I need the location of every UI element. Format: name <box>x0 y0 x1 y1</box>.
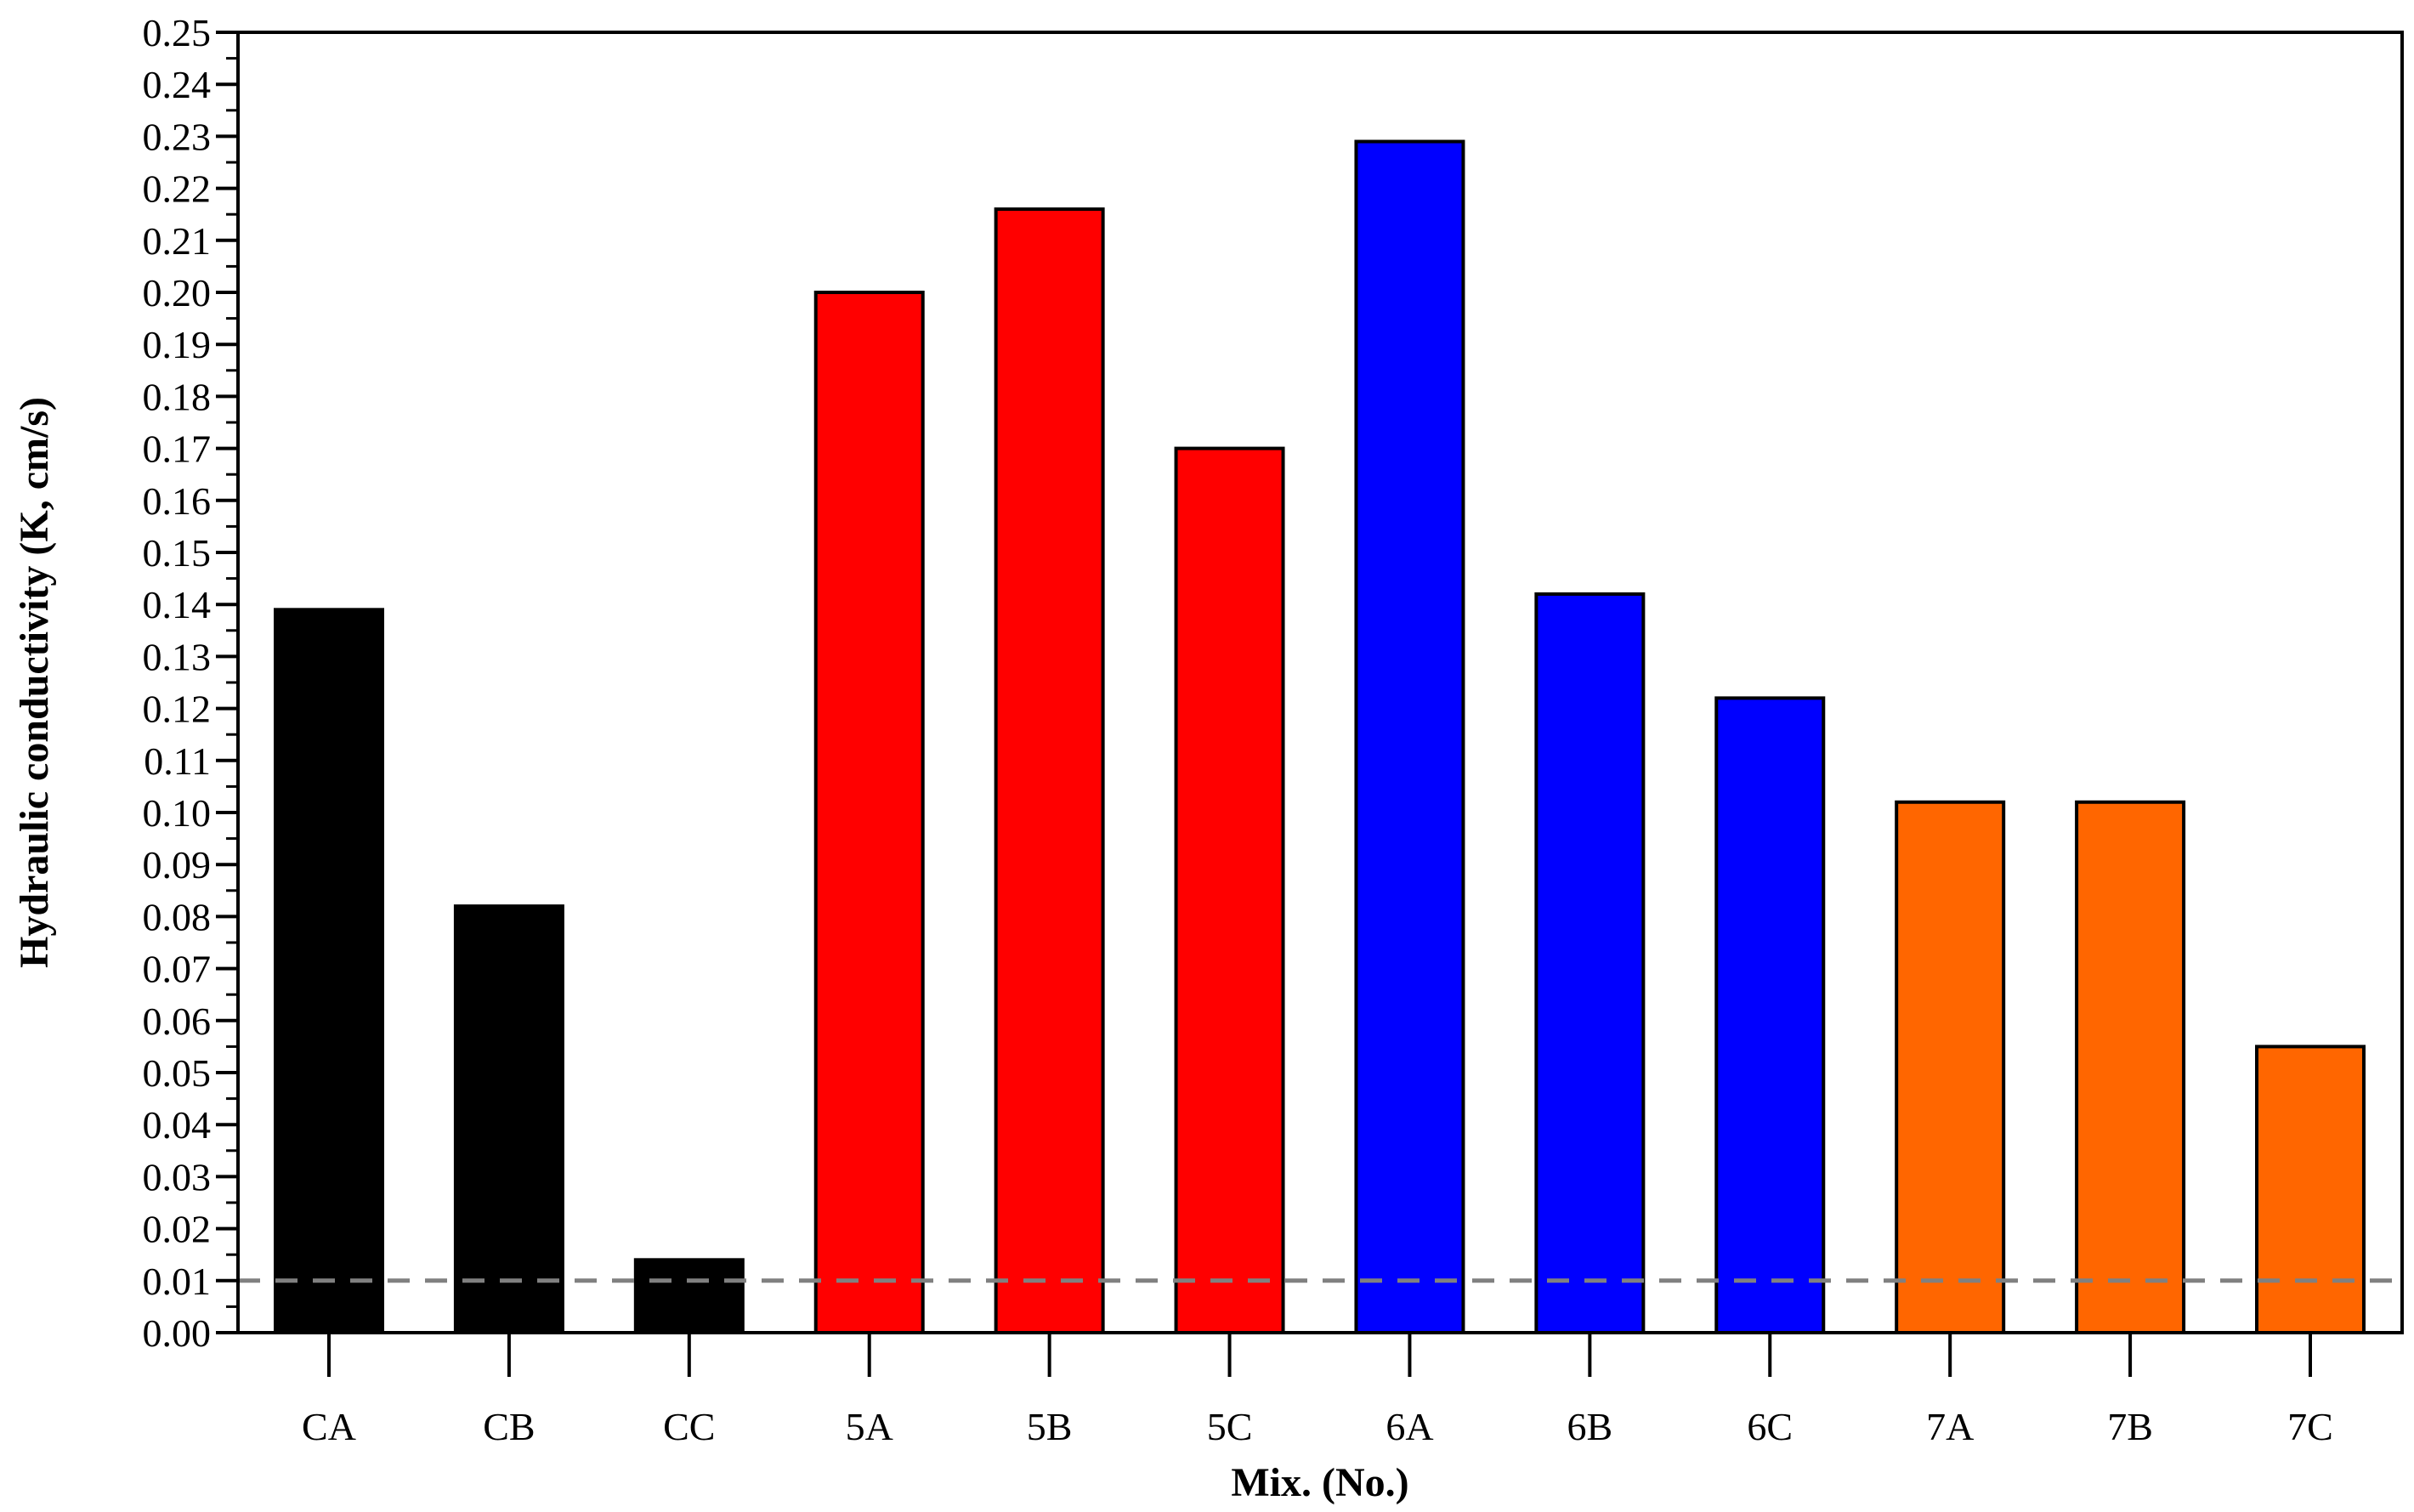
bar-6a <box>1354 139 1465 1334</box>
bar-6b <box>1534 592 1646 1334</box>
bar-cb <box>453 904 564 1335</box>
y-tick-labels: 0.00 0.01 0.02 0.03 0.04 0.05 0.06 0.07 0.08 0.09… <box>143 11 212 1355</box>
x-tick-label: 6C <box>1747 1405 1793 1448</box>
x-tick-label: 6B <box>1567 1405 1613 1448</box>
y-tick-label: 0.02 <box>143 1208 212 1251</box>
x-tick-labels: CA CB CC 5A 5B 5C 6A 6B 6C 7A 7B 7C <box>302 1405 2333 1448</box>
y-tick-label: 0.17 <box>143 428 212 471</box>
y-tick-label: 0.23 <box>143 115 212 158</box>
x-tick-label: 7C <box>2287 1405 2333 1448</box>
y-tick-label: 0.11 <box>144 739 211 783</box>
x-tick-label: CB <box>483 1405 535 1448</box>
x-tick-label: 5C <box>1207 1405 1253 1448</box>
plot-frame <box>236 31 2404 1334</box>
x-tick-label: 7B <box>2107 1405 2153 1448</box>
y-tick-label: 0.05 <box>143 1051 212 1095</box>
x-tick-label: CC <box>663 1405 715 1448</box>
y-tick-label: 0.15 <box>143 531 212 575</box>
y-tick-label: 0.03 <box>143 1155 212 1198</box>
x-tick-label: 7A <box>1926 1405 1974 1448</box>
y-major-ticks <box>216 31 238 1334</box>
y-tick-label: 0.00 <box>143 1311 212 1355</box>
y-tick-label: 0.14 <box>143 583 212 626</box>
y-tick-label: 0.16 <box>143 479 212 523</box>
x-tick-label: 5A <box>846 1405 893 1448</box>
y-tick-label: 0.20 <box>143 271 212 314</box>
y-minor-ticks <box>226 57 238 1308</box>
bar-7c <box>2255 1045 2366 1335</box>
bars <box>274 139 2366 1335</box>
y-axis-title: Hydraulic conductivity (K, cm/s) <box>12 397 57 968</box>
x-tick-label: CA <box>302 1405 356 1448</box>
bar-cc <box>633 1258 745 1334</box>
y-tick-label: 0.13 <box>143 635 212 678</box>
x-ticks <box>327 1333 2312 1377</box>
y-tick-label: 0.22 <box>143 167 212 211</box>
y-tick-label: 0.09 <box>143 843 212 886</box>
y-tick-label: 0.04 <box>143 1103 212 1147</box>
y-tick-label: 0.07 <box>143 948 212 991</box>
bar-ca <box>274 608 384 1334</box>
bar-7a <box>1895 800 2006 1334</box>
bar-6c <box>1714 696 1826 1334</box>
bar-5c <box>1174 446 1285 1334</box>
y-tick-label: 0.10 <box>143 791 212 835</box>
bar-5a <box>813 291 925 1334</box>
x-tick-label: 5B <box>1027 1405 1073 1448</box>
y-tick-label: 0.06 <box>143 1000 212 1043</box>
y-tick-label: 0.24 <box>143 63 212 106</box>
x-axis-title: Mix. (No.) <box>1231 1460 1408 1505</box>
y-tick-label: 0.21 <box>143 219 212 263</box>
bar-5b <box>994 207 1105 1335</box>
y-tick-label: 0.12 <box>143 688 212 731</box>
bar-7b <box>2075 800 2186 1334</box>
y-tick-label: 0.01 <box>143 1260 212 1303</box>
y-tick-label: 0.18 <box>143 375 212 418</box>
y-tick-label: 0.19 <box>143 323 212 366</box>
y-tick-label: 0.08 <box>143 895 212 938</box>
x-tick-label: 6A <box>1386 1405 1433 1448</box>
y-tick-label: 0.25 <box>143 11 212 54</box>
